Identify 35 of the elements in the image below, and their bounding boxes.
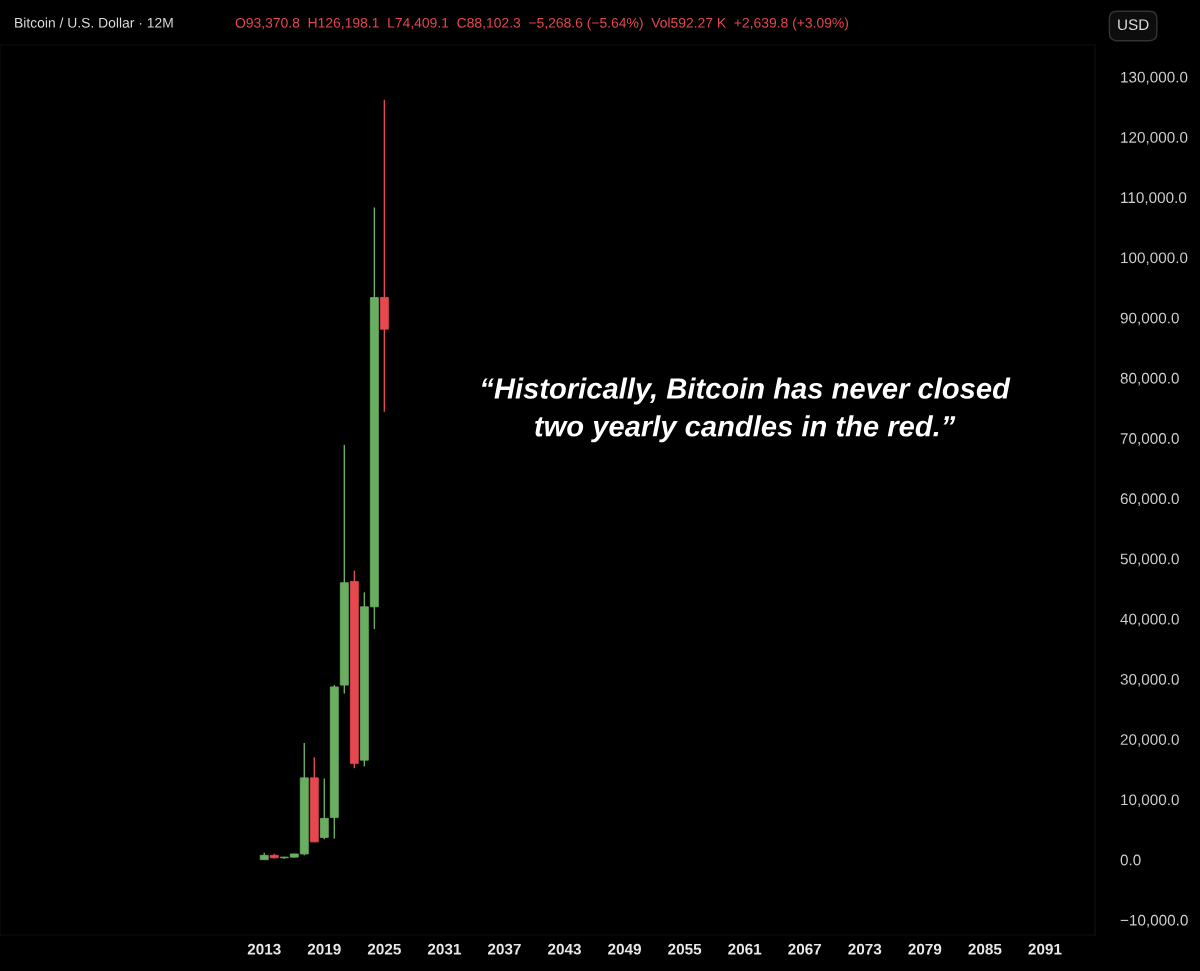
x-tick-label: 2019 <box>307 943 341 955</box>
x-tick-label: 2073 <box>848 943 882 955</box>
y-tick-label: 70,000.0 <box>1120 433 1179 446</box>
x-tick-label: 2037 <box>488 943 521 955</box>
y-tick-label: 130,000.0 <box>1121 71 1188 85</box>
y-tick-label: 110,000.0 <box>1121 192 1187 205</box>
y-tick-label: 50,000.0 <box>1120 553 1179 567</box>
candlestick <box>319 777 329 840</box>
y-tick-label: 90,000.0 <box>1120 312 1179 326</box>
y-tick-label: 30,000.0 <box>1120 673 1179 687</box>
x-tick-label: 2031 <box>427 943 461 955</box>
y-tick-label: 10,000.0 <box>1121 794 1179 807</box>
x-tick-label: 2025 <box>367 943 401 955</box>
candlestick <box>379 99 389 413</box>
x-tick-label: 2067 <box>788 943 822 955</box>
x-tick-label: 2061 <box>728 943 762 955</box>
x-tick-label: 2091 <box>1028 943 1062 955</box>
x-tick-label: 2085 <box>968 943 1002 955</box>
y-tick-label: 40,000.0 <box>1120 613 1179 627</box>
y-tick-label: 100,000.0 <box>1121 252 1188 266</box>
y-tick-label: −10,000.0 <box>1120 914 1188 928</box>
y-axis-title: USD <box>1118 19 1149 31</box>
chart-title: Bitcoin / U.S. Dollar · 12M <box>15 17 173 28</box>
y-tick-label: 120,000.0 <box>1121 132 1188 145</box>
annotation: “Historically, Bitcoin has never closed two yearly candles in the red.” <box>482 377 1011 443</box>
y-tick-label: 20,000.0 <box>1120 734 1179 747</box>
x-tick-label: 2055 <box>668 943 702 955</box>
y-tick-label: 60,000.0 <box>1120 493 1179 506</box>
x-tick-label: 2013 <box>247 943 281 955</box>
chart-subtitle: O93,370.8 H126,198.1 L74,409.1 C88,102.3 −5,268.6 (−5.64%) Vol592.27 K +2,639.8 (+3.09%) <box>235 17 849 31</box>
y-tick-label: 0.0 <box>1120 854 1141 866</box>
x-tick-label: 2049 <box>608 943 641 955</box>
x-tick-label: 2043 <box>548 943 581 955</box>
x-tick-label: 2079 <box>908 943 942 955</box>
y-tick-label: 80,000.0 <box>1120 372 1179 386</box>
